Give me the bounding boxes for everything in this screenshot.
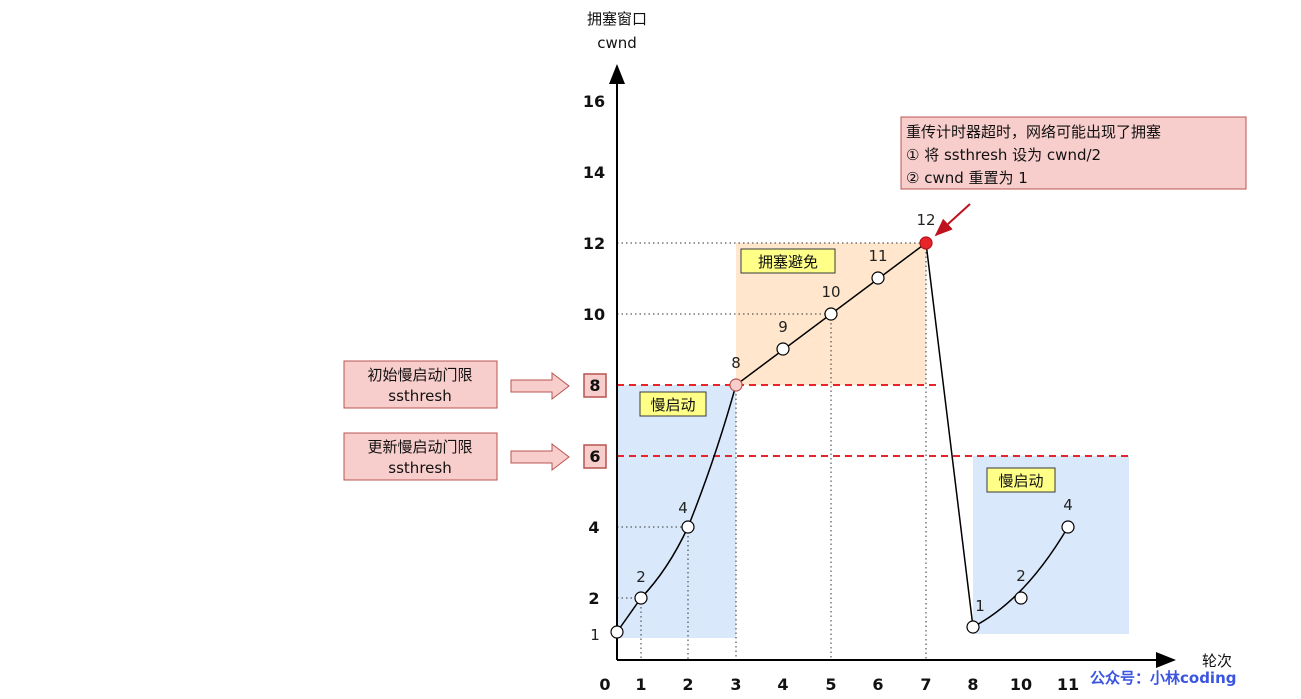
y-tick-16: 16	[583, 92, 605, 111]
y-tick-4: 4	[588, 518, 599, 537]
data-points	[610, 236, 1075, 639]
y-axis-title: 拥塞窗口	[587, 10, 647, 28]
x-tick-1: 1	[635, 675, 646, 694]
x-tick-11: 11	[1057, 675, 1079, 694]
x-tick-5: 5	[825, 675, 836, 694]
y-tick-14: 14	[583, 163, 605, 182]
x-tick-6: 6	[872, 675, 883, 694]
updated-ssthresh-label-box	[343, 432, 498, 481]
initial-ssthresh-label-line1: 初始慢启动门限	[367, 366, 472, 384]
watermark: 公众号：小林coding	[1090, 669, 1237, 687]
y-tick-8: 8	[589, 376, 600, 395]
updated-ssthresh-arrow	[510, 442, 570, 472]
point-round10-cwnd2	[1014, 591, 1028, 605]
timeout-note-line3: ② cwnd 重置为 1	[906, 169, 1028, 187]
y-tick-6: 6	[589, 447, 600, 466]
point-label-10: 10	[821, 283, 840, 301]
point-label-1-second: 1	[975, 597, 985, 615]
y-tick-8-box	[583, 373, 607, 398]
y-tick-12: 12	[583, 234, 605, 253]
y-tick-2: 2	[588, 589, 599, 608]
y-tick-1: 1	[590, 626, 600, 644]
point-round2-cwnd4	[681, 520, 695, 534]
guide-lines	[617, 242, 927, 660]
point-round5-cwnd10	[824, 307, 838, 321]
point-label-2-second: 2	[1016, 567, 1026, 585]
x-tick-3: 3	[730, 675, 741, 694]
y-tick-6-box	[583, 444, 607, 469]
initial-ssthresh-arrow	[510, 371, 570, 401]
congestion-avoidance-label-box	[740, 248, 836, 274]
point-label-4: 4	[678, 499, 688, 517]
point-round11-cwnd4	[1061, 520, 1075, 534]
x-tick-0: 0	[599, 675, 610, 694]
x-tick-4: 4	[777, 675, 788, 694]
point-round3-cwnd8	[729, 378, 743, 392]
point-round1-cwnd2	[634, 591, 648, 605]
x-tick-2: 2	[682, 675, 693, 694]
slow-start-label-box-2	[986, 467, 1056, 493]
x-tick-10: 10	[1010, 675, 1032, 694]
point-label-9: 9	[778, 318, 788, 336]
point-label-4-second: 4	[1063, 496, 1073, 514]
point-label-2: 2	[636, 568, 646, 586]
slow-start-label-2: 慢启动	[998, 472, 1043, 490]
point-round8-cwnd1	[966, 620, 980, 634]
timeout-note-box	[900, 116, 1247, 190]
point-label-8: 8	[731, 354, 741, 372]
x-axis-title: 轮次	[1202, 652, 1232, 670]
x-tick-8: 8	[967, 675, 978, 694]
initial-ssthresh-label-line2: ssthresh	[388, 387, 451, 405]
point-round6-cwnd11	[871, 271, 885, 285]
congestion-avoidance-label: 拥塞避免	[758, 253, 818, 271]
updated-ssthresh-label-line1: 更新慢启动门限	[367, 438, 472, 456]
slow-start-label-1: 慢启动	[650, 396, 695, 414]
point-label-12: 12	[916, 211, 935, 229]
y-tick-10: 10	[583, 305, 605, 324]
x-tick-7: 7	[920, 675, 931, 694]
point-round7-cwnd12	[919, 236, 933, 250]
point-round4-cwnd9	[776, 342, 790, 356]
point-round0-cwnd1	[610, 625, 624, 639]
y-axis-subtitle: cwnd	[597, 34, 637, 52]
updated-ssthresh-label-line2: ssthresh	[388, 459, 451, 477]
point-labels: 2 4 8 9 10 11 12 1 2 4	[636, 211, 1073, 615]
cwnd-curve	[616, 241, 1069, 633]
initial-ssthresh-label-box	[343, 360, 498, 409]
timeout-note-line2: ① 将 ssthresh 设为 cwnd/2	[906, 146, 1101, 164]
slow-start-label-box-1	[639, 391, 707, 417]
timeout-pointer-arrow	[934, 203, 971, 237]
timeout-note-line1: 重传计时器超时，网络可能出现了拥塞	[906, 123, 1161, 141]
point-label-11: 11	[868, 247, 887, 265]
x-tick-labels: 0 1 2 3 4 5 6 7 8 10 11	[599, 675, 1079, 694]
